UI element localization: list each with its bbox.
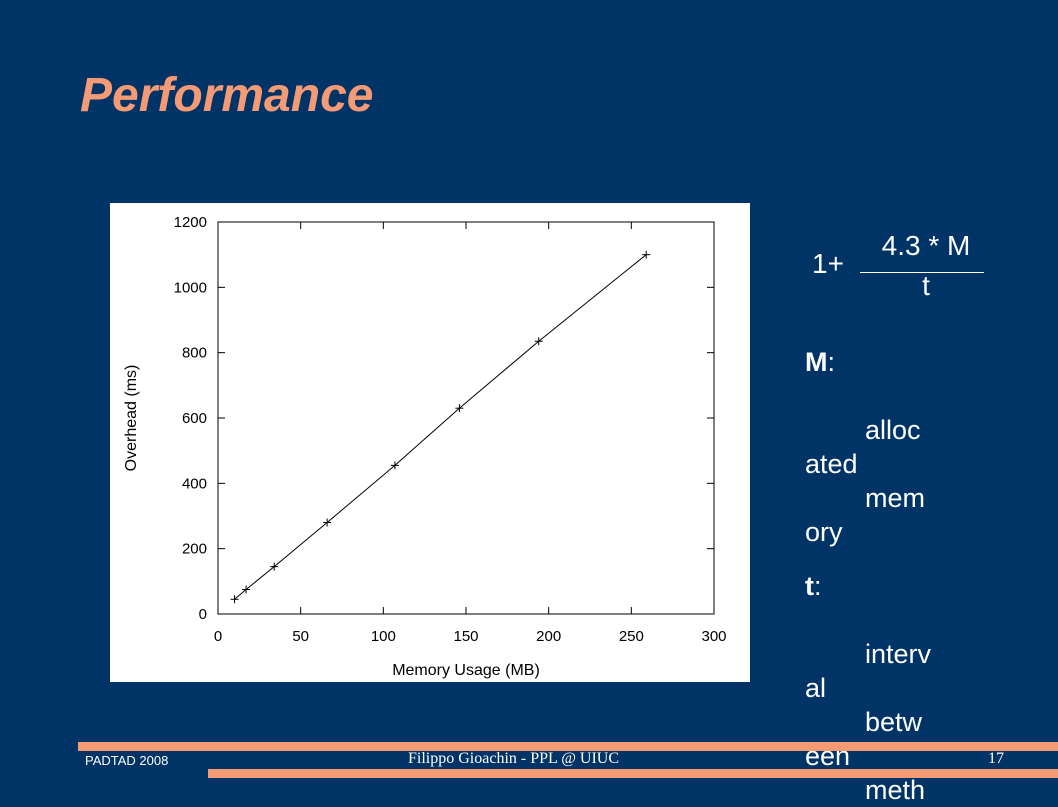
footer-author: Filippo Gioachin - PPL @ UIUC xyxy=(408,750,620,767)
overhead-formula: 1+ 4.3 * M t xyxy=(808,228,988,308)
slide-title: Performance xyxy=(80,69,374,122)
x-tick-label: 0 xyxy=(214,628,222,645)
y-axis-label: Overhead (ms) xyxy=(123,365,140,472)
data-point xyxy=(270,562,279,571)
data-point xyxy=(230,595,239,604)
data-point xyxy=(323,518,332,527)
plot-border xyxy=(217,221,715,615)
x-tick-label: 100 xyxy=(371,628,396,645)
definition-description: alloc ated mem ory xyxy=(805,415,926,547)
definition-term: t xyxy=(805,571,814,601)
y-tick-label: 0 xyxy=(199,606,207,623)
y-tick-label: 600 xyxy=(182,410,207,427)
data-point xyxy=(455,404,464,413)
definition-colon: : xyxy=(814,571,822,601)
formula-denominator: t xyxy=(922,270,930,301)
x-tick-label: 150 xyxy=(453,628,478,645)
footer-page-number: 17 xyxy=(988,750,1004,767)
x-tick-label: 300 xyxy=(701,628,726,645)
y-tick-label: 1200 xyxy=(174,214,207,231)
x-tick-label: 50 xyxy=(292,628,309,645)
data-point xyxy=(390,461,399,470)
y-tick-label: 400 xyxy=(182,475,207,492)
series-line xyxy=(234,254,647,600)
y-tick-label: 200 xyxy=(182,541,207,558)
data-point xyxy=(242,585,251,594)
chart-svg: 0 50 100 150 200 250 300020040060080010001200 … xyxy=(123,214,727,679)
footer-conference: PADTAD 2008 xyxy=(85,753,169,768)
fraction-bar xyxy=(860,272,984,273)
axis-labels: Memory Usage (MB) Overhead (ms) xyxy=(123,365,540,679)
overhead-chart: 0 50 100 150 200 250 300 0 200 400 600 800 1000 1200 … xyxy=(110,203,750,682)
variable-definitions: M: alloc ated mem ory t: interv al betw … xyxy=(805,345,1005,807)
axis-ticks: 0 50 100 150 200 250 300 0 200 400 600 800 1000 1200 xyxy=(174,214,727,645)
footer-stripe-bottom xyxy=(208,769,1058,778)
definition-m: M: alloc ated mem ory xyxy=(805,345,1005,549)
series-group xyxy=(230,250,651,604)
footer-stripe-top xyxy=(78,742,1058,751)
x-axis-label: Memory Usage (MB) xyxy=(392,662,540,679)
formula-prefix: 1+ xyxy=(812,248,844,279)
formula-numerator: 4.3 * M xyxy=(881,230,971,261)
data-point xyxy=(534,337,543,346)
definition-colon: : xyxy=(827,347,836,377)
x-tick-label: 250 xyxy=(619,628,644,645)
plot-frame xyxy=(217,221,715,615)
x-tick-label: 200 xyxy=(536,628,561,645)
y-tick-label: 1000 xyxy=(174,279,207,296)
data-point xyxy=(642,250,651,259)
definition-term: M xyxy=(805,347,828,377)
y-tick-label: 800 xyxy=(182,345,207,362)
